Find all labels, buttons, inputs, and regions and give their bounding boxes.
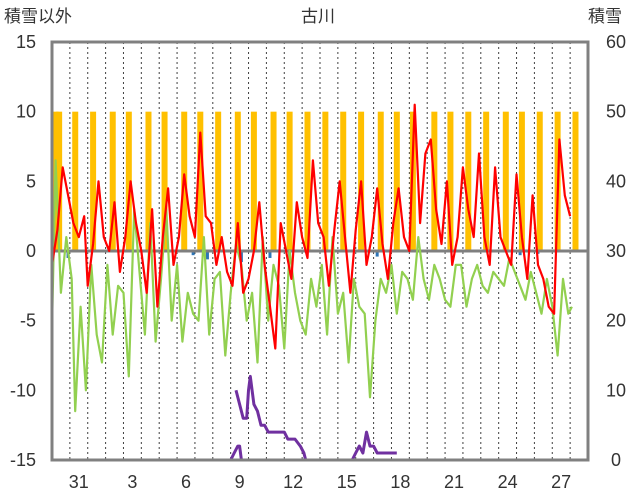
sunshine-bar [56,111,63,252]
left-axis-label: 積雪以外 [4,7,72,27]
x-tick-label: 3 [127,472,137,492]
left-tick-label: -10 [10,380,36,400]
chart-title: 古川 [301,7,335,27]
left-tick-label: -15 [10,450,36,470]
sunshine-bar [161,111,168,252]
sunshine-bar [215,111,222,252]
right-tick-label: 40 [606,171,626,191]
precip-bar [375,251,379,257]
x-tick-label: 6 [181,472,191,492]
sunshine-bar [393,111,400,252]
x-tick-label: 18 [390,472,410,492]
sunshine-bar [286,111,293,252]
sunshine-bar [322,111,329,252]
right-tick-label: 20 [606,311,626,331]
snow-depth-line [52,444,258,462]
right-tick-label: 60 [606,32,626,52]
sunshine-bar [72,111,79,252]
sunshine-bar [483,111,490,252]
left-tick-label: 15 [16,32,36,52]
sunshine-bar [572,111,579,252]
left-axis-ticks: 15 10 5 0 -5 -10 -15 [10,32,36,470]
left-tick-label: 10 [16,102,36,122]
left-tick-label: 0 [26,241,36,261]
sunshine-bar [447,111,454,252]
sunshine-bar [502,111,509,252]
snow-depth-b-line [234,374,397,462]
sunshine-bar [145,111,152,252]
sunshine-bar [197,111,204,252]
sunshine-bar [109,111,116,252]
sunshine-bar [90,111,97,252]
left-tick-label: 5 [26,171,36,191]
x-tick-label: 9 [235,472,245,492]
right-axis-label: 積雪 [588,7,622,27]
precip-bar [518,251,522,256]
x-tick-label: 21 [444,472,464,492]
right-tick-label: 30 [606,241,626,261]
sunshine-bar [304,111,311,252]
sunshine-bar [536,111,543,252]
min-temp-line [50,159,573,413]
x-axis-ticks: 31 3 6 9 12 15 18 21 24 27 [69,472,571,492]
right-tick-label: 10 [606,380,626,400]
sunshine-bar [340,111,347,252]
sunshine-bar [125,111,132,252]
precip-bar [205,251,209,260]
x-tick-label: 31 [69,472,89,492]
right-axis-ticks: 60 50 40 30 20 10 0 [606,32,626,470]
x-tick-label: 12 [283,472,303,492]
sunshine-bar [250,111,257,252]
sunshine-bar [270,111,277,252]
x-tick-label: 27 [551,472,571,492]
x-tick-label: 24 [498,472,518,492]
x-tick-label: 15 [337,472,357,492]
sunshine-bar [465,111,472,252]
sunshine-bar [234,111,241,252]
max-temp-line [50,103,572,350]
plot-frame [50,40,590,462]
precip-bar [191,251,195,256]
sunshine-bar [377,111,384,252]
left-tick-label: -5 [20,311,36,331]
sunshine-bar [518,111,525,252]
precip-bar [268,251,272,258]
right-tick-label: 0 [611,450,621,470]
right-tick-label: 50 [606,102,626,122]
